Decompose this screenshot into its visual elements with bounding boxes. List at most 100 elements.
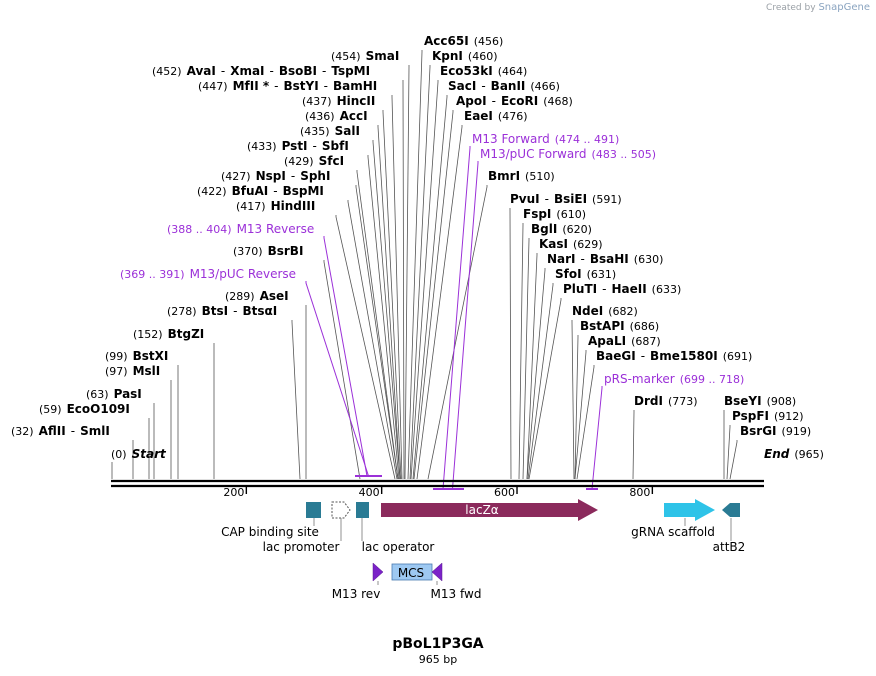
- cut-line: [726, 425, 731, 480]
- cut-line: [404, 65, 410, 480]
- site-position: (460): [468, 50, 498, 63]
- enzyme-name: HindIII: [271, 199, 316, 213]
- primer-name: M13 Reverse: [237, 222, 315, 236]
- cut-line: [526, 253, 538, 480]
- site-position: (289): [225, 290, 255, 303]
- cut-line: [528, 298, 562, 480]
- enzyme-name: BtgZI: [168, 327, 205, 341]
- enzyme-name: BstAPI: [580, 319, 625, 333]
- site-label: SfoI (631): [555, 267, 616, 281]
- cut-line: [323, 260, 361, 480]
- site-label: (435) SalI: [300, 124, 360, 138]
- enzyme-name: AflII: [39, 424, 66, 438]
- site-position: (435): [300, 125, 330, 138]
- site-label: BglI (620): [531, 222, 592, 236]
- cut-line: [377, 125, 401, 480]
- enzyme-name: BfuAI: [232, 184, 269, 198]
- site-position: (965): [794, 448, 824, 461]
- site-position: (99): [105, 350, 128, 363]
- enzyme-name: KasI: [539, 237, 568, 251]
- site-position: (97): [105, 365, 128, 378]
- enzyme-name: MfII *: [233, 79, 270, 93]
- primer-line: [305, 281, 369, 477]
- site-label: End (965): [764, 447, 824, 461]
- separator: -: [71, 424, 75, 438]
- separator: -: [221, 64, 225, 78]
- enzyme-name: BsrGI: [740, 424, 777, 438]
- site-label: (97) MslI: [105, 364, 160, 378]
- lac-promoter: [331, 501, 351, 519]
- site-label: (447) MfII * - BstYI - BamHI: [198, 79, 377, 93]
- feature-label: lacZα: [465, 503, 499, 517]
- site-label: BsrGI (919): [740, 424, 811, 438]
- site-position: (454): [331, 50, 361, 63]
- site-label: (32) AflII - SmlI: [11, 424, 110, 438]
- site-label: KasI (629): [539, 237, 603, 251]
- site-label: (63) PasI: [86, 387, 142, 401]
- site-label: (437) HincII: [302, 94, 375, 108]
- feature-label: CAP binding site: [221, 525, 319, 539]
- enzyme-name: AseI: [260, 289, 289, 303]
- site-position: (32): [11, 425, 34, 438]
- separator: -: [324, 79, 328, 93]
- cut-line: [382, 110, 402, 480]
- tick-label: 200: [223, 486, 244, 499]
- enzyme-name: KpnI: [432, 49, 463, 63]
- site-position: (466): [530, 80, 560, 93]
- site-label: (433) PstI - SbfI: [247, 139, 349, 153]
- site-position: (447): [198, 80, 228, 93]
- m13-fwd-label: M13 fwd: [431, 587, 482, 601]
- enzyme-name: Acc65I: [424, 34, 469, 48]
- site-label: BseYI (908): [724, 394, 796, 408]
- enzyme-name: SmlI: [80, 424, 110, 438]
- primer-label: pRS-marker (699 .. 718): [604, 372, 744, 386]
- enzyme-name: BglI: [531, 222, 557, 236]
- enzyme-name: SmaI: [366, 49, 400, 63]
- site-label: (427) NspI - SphI: [221, 169, 330, 183]
- enzyme-name: BamHI: [333, 79, 377, 93]
- separator: -: [291, 169, 295, 183]
- cut-line: [518, 223, 524, 480]
- separator: -: [270, 64, 274, 78]
- primer-line: [452, 161, 479, 490]
- cut-line: [574, 350, 587, 480]
- primer-name: M13/pUC Reverse: [190, 267, 297, 281]
- enzyme-name: Bme1580I: [650, 349, 718, 363]
- separator: -: [581, 252, 585, 266]
- m13-rev-arrow: [372, 562, 384, 582]
- plasmid-name: pBoL1P3GA: [392, 636, 484, 652]
- site-label: (417) HindIII: [236, 199, 315, 213]
- site-label: BstAPI (686): [580, 319, 659, 333]
- cut-line: [347, 200, 398, 480]
- cut-line: [509, 208, 512, 480]
- enzyme-name: PasI: [114, 387, 142, 401]
- primer-label: (388 .. 404) M13 Reverse: [167, 222, 314, 236]
- site-position: (629): [573, 238, 603, 251]
- cut-line: [402, 80, 405, 480]
- cap-binding-site: [306, 502, 321, 518]
- primer-name: M13 Forward: [472, 132, 550, 146]
- site-position: (633): [652, 283, 682, 296]
- m13-rev-label: M13 rev: [332, 587, 381, 601]
- enzyme-name: SfoI: [555, 267, 582, 281]
- site-position: (919): [782, 425, 812, 438]
- separator: -: [602, 282, 606, 296]
- site-position: (620): [562, 223, 592, 236]
- site-position: (908): [767, 395, 797, 408]
- primer-label: (369 .. 391) M13/pUC Reverse: [120, 267, 296, 281]
- site-position: (63): [86, 388, 109, 401]
- cut-line: [632, 410, 635, 480]
- site-position: (691): [723, 350, 753, 363]
- site-position: (422): [197, 185, 227, 198]
- site-position: (912): [774, 410, 804, 423]
- enzyme-name: TspMI: [331, 64, 370, 78]
- site-position: (417): [236, 200, 266, 213]
- enzyme-name: PluTI: [563, 282, 597, 296]
- attb2-arrow: [722, 503, 740, 517]
- site-position: (468): [543, 95, 573, 108]
- cut-line: [355, 185, 399, 480]
- enzyme-name: DrdI: [634, 394, 663, 408]
- primer-line: [442, 146, 471, 490]
- backbone: [111, 479, 764, 488]
- cut-line: [527, 283, 554, 480]
